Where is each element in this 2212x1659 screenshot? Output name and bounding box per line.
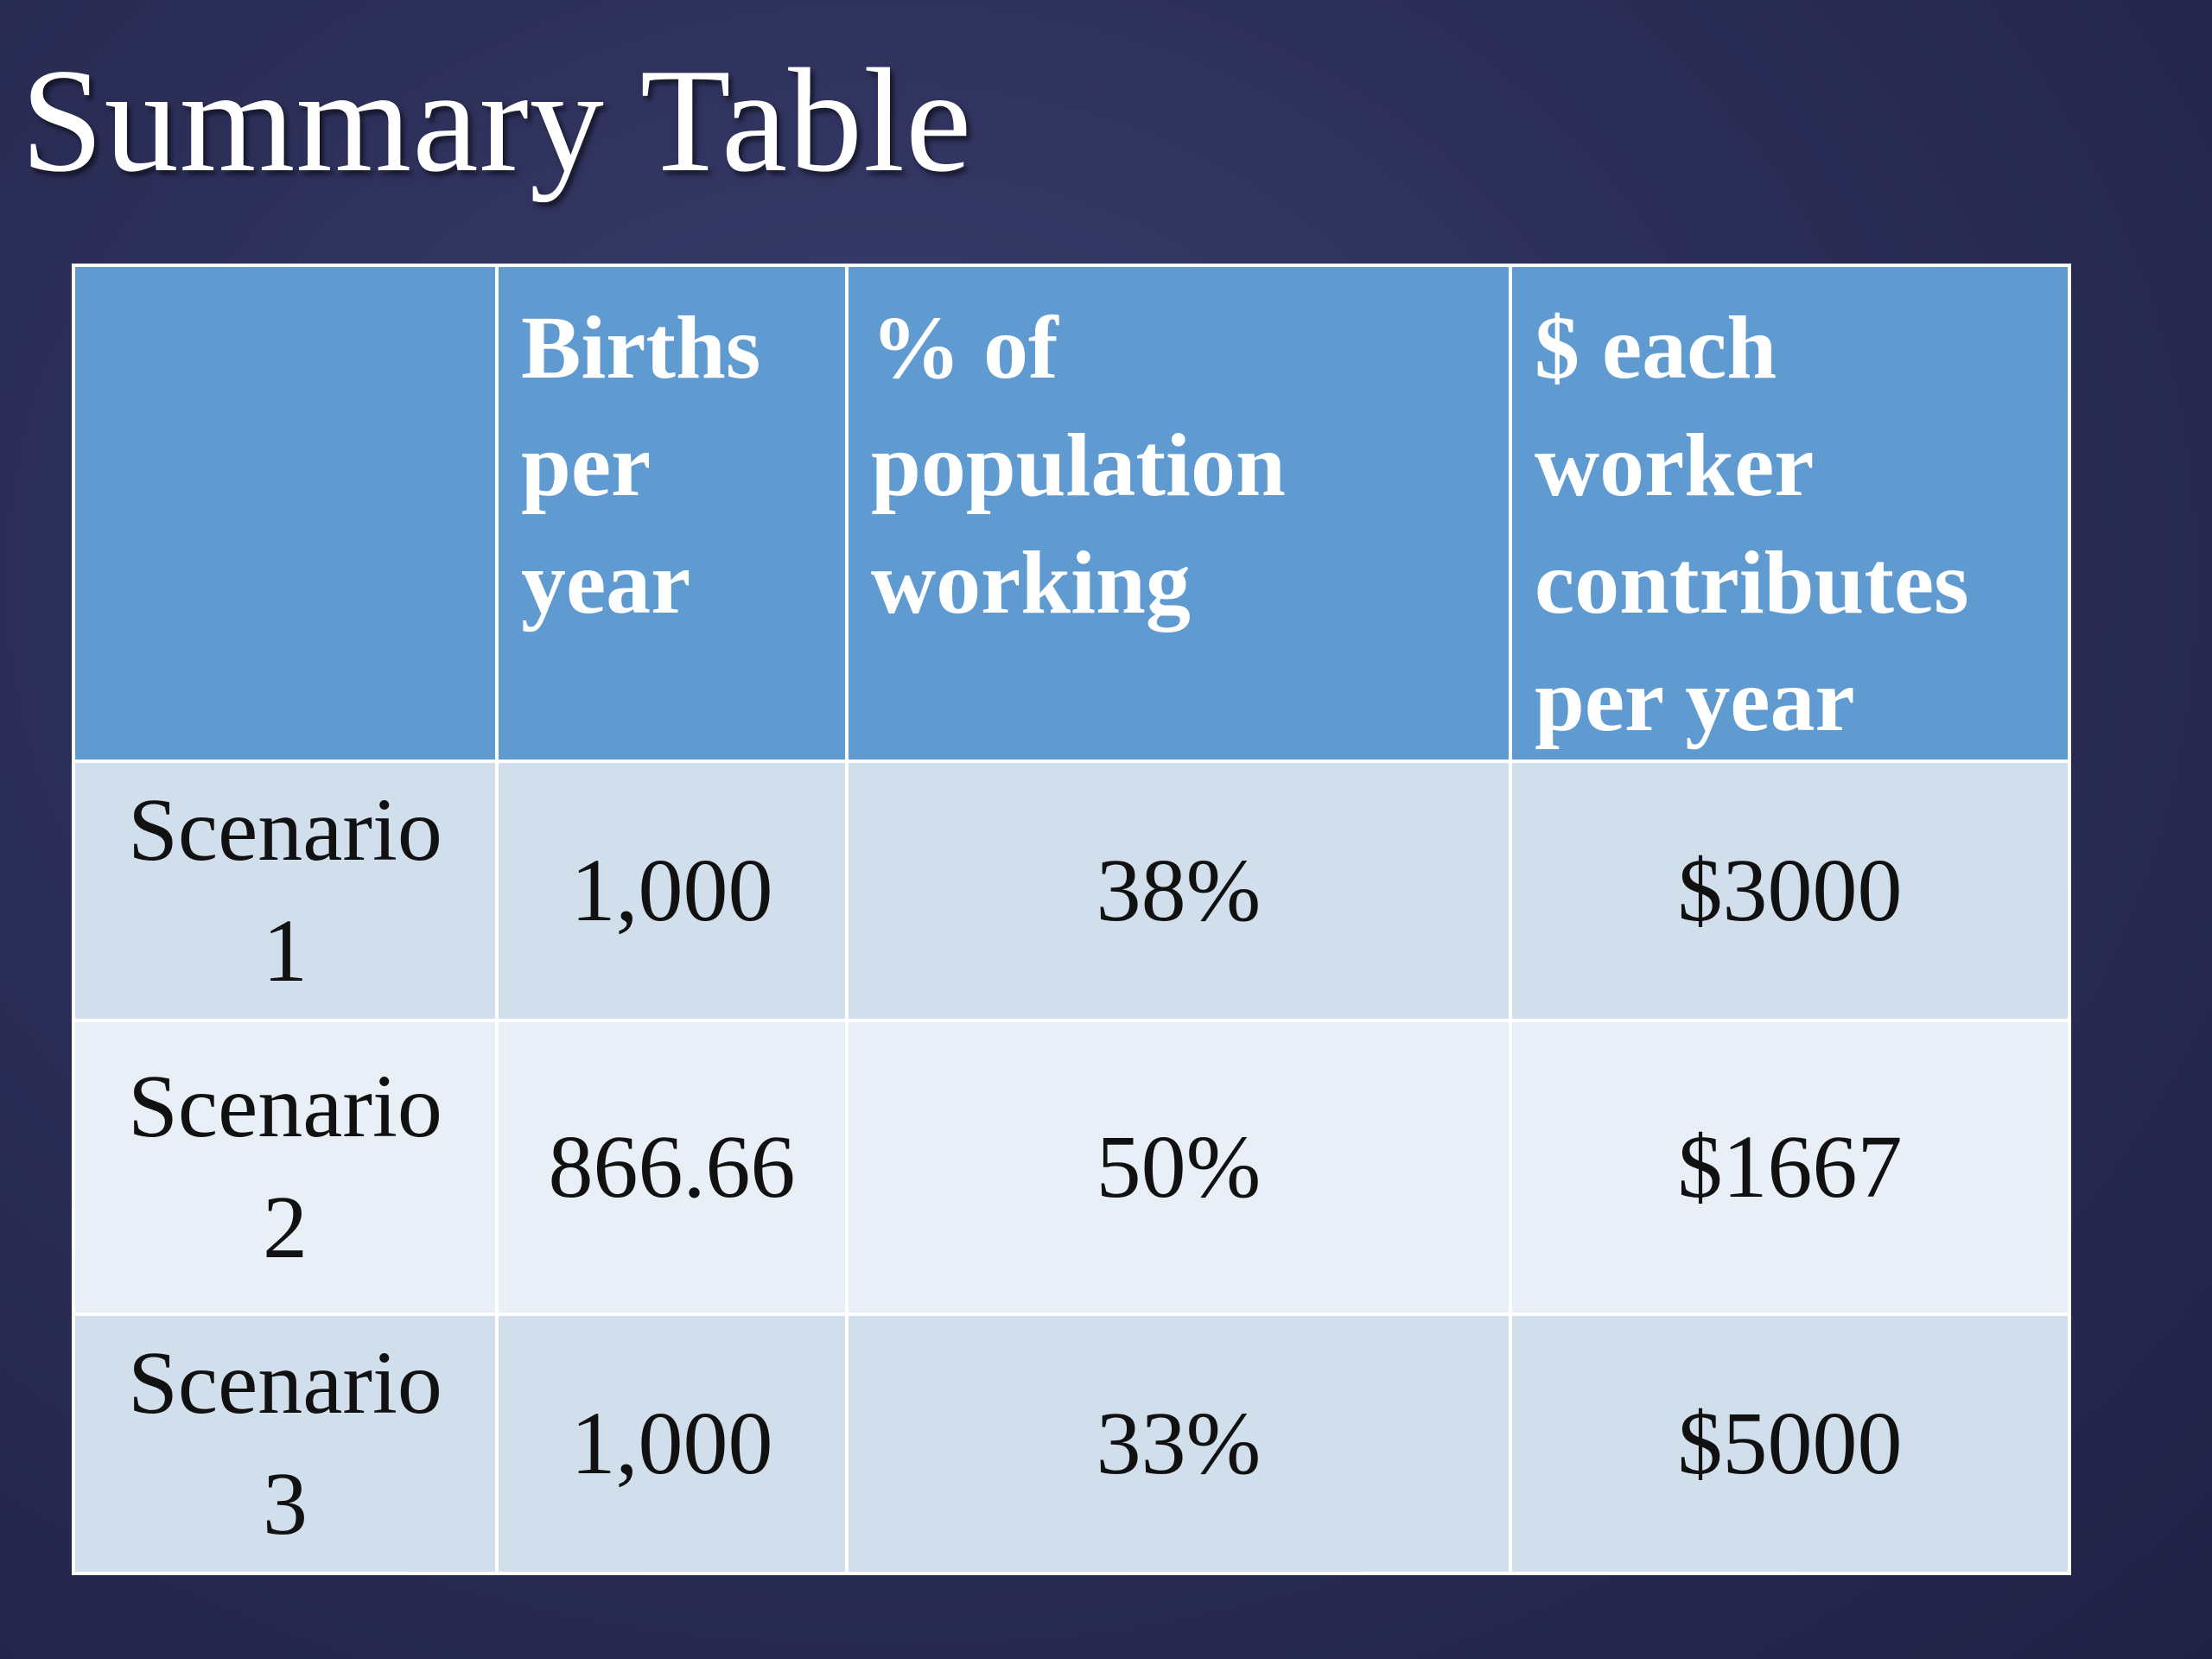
table-row: Scenario 2 866.66 50% $1667 — [72, 1019, 2071, 1316]
percent-cell: 38% — [845, 760, 1512, 1022]
dollars-cell: $3000 — [1509, 760, 2071, 1022]
slide-title: Summary Table — [21, 39, 973, 203]
header-percent-line: % of — [871, 298, 1058, 397]
row-label-line: Scenario — [128, 780, 442, 880]
dollars-cell: $1667 — [1509, 1019, 2071, 1316]
header-dollars-line: per year — [1535, 651, 1855, 750]
row-label-line: Scenario — [128, 1057, 442, 1156]
row-label-line: 3 — [263, 1454, 308, 1554]
header-births-line: per — [521, 416, 652, 515]
percent-cell: 50% — [845, 1019, 1512, 1316]
table-row: Scenario 3 1,000 33% $5000 — [72, 1313, 2071, 1575]
births-cell: 866.66 — [495, 1019, 849, 1316]
table-row: Scenario 1 1,000 38% $3000 — [72, 760, 2071, 1022]
row-label-line: 2 — [263, 1178, 308, 1277]
header-cell-births: Births per year — [495, 264, 849, 763]
header-dollars-line: contributes — [1535, 533, 1969, 632]
header-births-line: Births — [521, 298, 761, 397]
row-label-cell: Scenario 3 — [72, 1313, 499, 1575]
header-dollars-line: $ each — [1535, 298, 1777, 397]
dollars-cell: $5000 — [1509, 1313, 2071, 1575]
births-cell: 1,000 — [495, 760, 849, 1022]
row-label-cell: Scenario 2 — [72, 1019, 499, 1316]
table-header-row: Births per year % of population working … — [72, 264, 2071, 763]
header-cell-percent-working: % of population working — [845, 264, 1512, 763]
header-births-line: year — [521, 533, 691, 632]
header-dollars-line: worker — [1535, 416, 1815, 515]
summary-table: Births per year % of population working … — [72, 264, 2071, 1575]
row-label-line: 1 — [263, 901, 308, 1001]
header-cell-dollars-per-worker: $ each worker contributes per year — [1509, 264, 2071, 763]
header-percent-line: population — [871, 416, 1286, 515]
row-label-cell: Scenario 1 — [72, 760, 499, 1022]
header-cell-blank — [72, 264, 499, 763]
row-label-line: Scenario — [128, 1333, 442, 1433]
percent-cell: 33% — [845, 1313, 1512, 1575]
header-percent-line: working — [871, 533, 1191, 632]
births-cell: 1,000 — [495, 1313, 849, 1575]
